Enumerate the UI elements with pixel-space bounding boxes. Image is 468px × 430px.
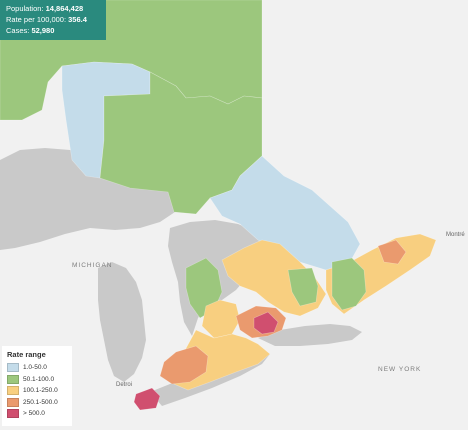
population-stat: Population: 14,864,428 <box>6 3 100 14</box>
region-kingston[interactable] <box>331 257 367 311</box>
cases-value: 52,980 <box>31 26 55 35</box>
rate-legend: Rate range 1.0-50.0 50.1-100.0 100.1-250… <box>2 346 72 426</box>
map-label-detroit: Detroi <box>116 382 133 388</box>
lake-michigan <box>98 262 146 382</box>
rate-value: 356.4 <box>68 15 87 24</box>
rate-label: Rate per 100,000: <box>6 15 67 24</box>
cases-stat: Cases: 52,980 <box>6 25 100 36</box>
legend-title: Rate range <box>7 350 46 359</box>
region-toronto[interactable] <box>253 311 279 335</box>
region-hastings[interactable] <box>287 267 319 307</box>
legend-swatch <box>7 409 19 419</box>
legend-label: 1.0-50.0 <box>23 364 47 372</box>
cases-label: Cases: <box>6 26 30 35</box>
legend-item: 100.1-250.0 <box>7 385 67 397</box>
stats-box: Population: 14,864,428 Rate per 100,000:… <box>0 0 106 40</box>
region-southwest[interactable] <box>159 345 209 385</box>
legend-swatch <box>7 386 19 396</box>
legend-swatch <box>7 397 19 407</box>
region-ottawa[interactable] <box>377 239 407 265</box>
legend-item: > 500.0 <box>7 408 67 420</box>
rate-stat: Rate per 100,000: 356.4 <box>6 14 100 25</box>
legend-label: > 500.0 <box>23 410 45 418</box>
population-value: 14,864,428 <box>45 4 84 13</box>
region-essex[interactable] <box>133 387 161 411</box>
legend-swatch <box>7 374 19 384</box>
legend-swatch <box>7 363 19 373</box>
legend-label: 250.1-500.0 <box>23 398 58 406</box>
legend-label: 100.1-250.0 <box>23 387 58 395</box>
map-label-michigan: MICHIGAN <box>72 262 113 269</box>
legend-item: 50.1-100.0 <box>7 374 67 386</box>
region-huron-perth[interactable] <box>201 299 241 339</box>
legend-item: 1.0-50.0 <box>7 362 67 374</box>
lake-ontario <box>258 324 362 346</box>
legend-label: 50.1-100.0 <box>23 375 55 383</box>
map-label-montreal: Montré <box>446 232 465 238</box>
population-label: Population: <box>6 4 44 13</box>
legend-item: 250.1-500.0 <box>7 397 67 409</box>
map-label-new-york: NEW YORK <box>378 366 422 373</box>
